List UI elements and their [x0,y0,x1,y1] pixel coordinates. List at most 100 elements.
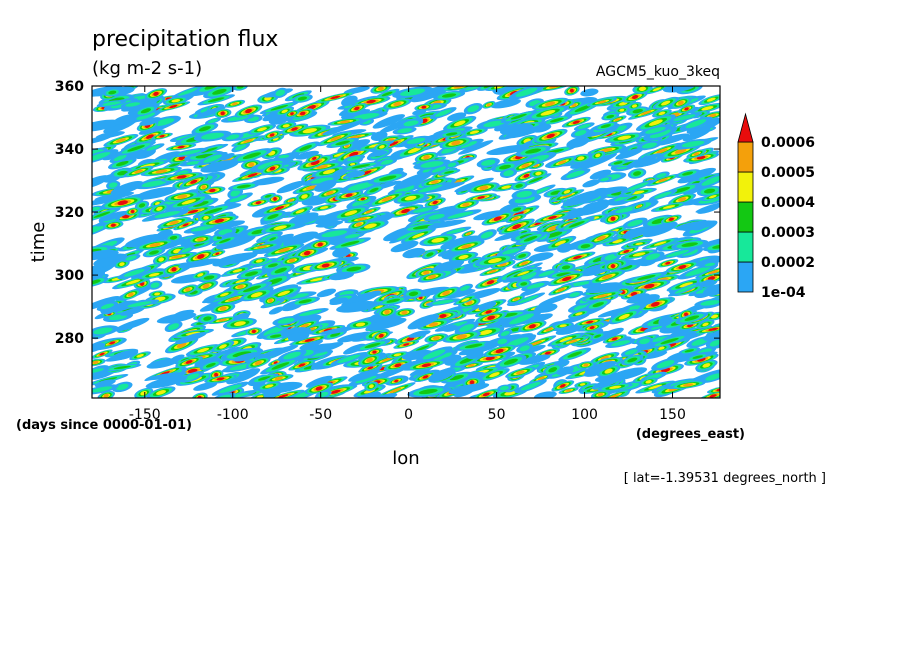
precip-cell [193,130,232,142]
colorbar-swatch [737,231,754,263]
precip-cell [257,345,299,359]
precip-cell [499,123,534,135]
precip-cell [372,114,405,129]
precip-cell [322,120,365,136]
precip-cell [129,351,151,361]
precip-cell [501,310,542,328]
precip-cell [695,359,718,371]
precip-cell [125,207,140,216]
precip-cell [597,176,612,183]
precip-cell [219,252,258,265]
precip-cell [348,219,370,230]
precip-cell [579,153,617,170]
precip-cell [590,352,620,364]
precip-cell [682,128,711,142]
precip-cell [387,377,405,385]
precip-cell [211,289,238,300]
precip-cell [147,280,163,290]
precip-cell [160,172,203,182]
precip-cell [585,230,618,246]
y-axis-ticks: 280 300 320 340 360 [55,79,720,347]
precip-cell [586,97,618,107]
precip-cell [474,254,515,267]
precip-cell [261,162,284,175]
precip-cell [383,98,412,110]
precip-cell [443,115,477,131]
precip-cell [245,327,263,336]
precip-cell [547,271,586,287]
precip-cell [139,117,162,126]
precip-cell [92,175,110,189]
precip-cell [247,198,270,207]
precip-cell [178,245,196,255]
precip-cell [148,290,166,298]
precip-cell [410,86,451,103]
precip-cell [557,243,573,253]
precip-cell [441,324,458,332]
colorbar-label: 0.0006 [761,135,815,151]
precip-cell [615,287,631,297]
colorbar-swatch [737,201,754,233]
precip-cell [103,98,139,111]
chart-units: (kg m-2 s-1) [92,58,202,79]
precip-cell [112,381,133,393]
precip-cell [337,332,371,343]
precip-cell [383,359,412,371]
precip-cell [589,332,606,341]
precip-cell [555,324,583,335]
precip-cell [110,181,144,196]
precip-cell [163,263,185,276]
precip-cell [666,112,703,123]
precip-cell [400,228,436,244]
colorbar-swatch [737,141,754,173]
precip-cell [164,191,201,202]
precip-cell [637,158,662,167]
precip-cell [421,249,438,260]
precip-cell [262,389,305,398]
precip-cell [432,286,460,300]
precip-cell [643,126,678,141]
precip-cell [301,161,343,172]
precip-cell [191,122,219,135]
precip-cell [216,390,257,398]
precip-cell [499,168,518,178]
precip-cell [292,308,329,318]
precip-cell [288,359,316,371]
precip-cell [160,238,186,251]
precip-cell [654,133,690,146]
precip-cell [167,194,210,210]
precip-cell [453,340,494,351]
precip-cell [602,236,633,247]
precip-cell [398,118,424,129]
precip-cell [260,201,299,215]
precip-cell [574,317,605,327]
precip-cell [263,295,278,306]
precip-cell [211,235,239,247]
precip-cell [701,261,719,268]
precip-cell [419,234,457,247]
x-tick-label: -100 [217,407,249,423]
precip-cell [204,374,237,384]
precip-cell [678,347,700,355]
precip-cell [368,150,388,157]
precip-cell [667,281,704,297]
precip-cell [559,251,596,264]
precip-cell [373,142,391,152]
precip-cell [107,157,137,170]
precip-cell [363,311,405,325]
precip-cell [256,231,283,243]
precip-cell [570,153,592,163]
y-tick-label: 280 [55,331,84,347]
precip-cell [406,359,447,371]
precip-cell [200,160,239,173]
precip-cell [642,221,678,238]
precip-cell [333,168,348,177]
precip-cell [505,213,527,223]
precip-cell [437,168,461,176]
precip-cell [475,306,503,318]
precip-cell [280,123,309,135]
precip-cell [470,353,510,364]
precip-cell [209,250,226,258]
precip-cell [695,256,720,267]
